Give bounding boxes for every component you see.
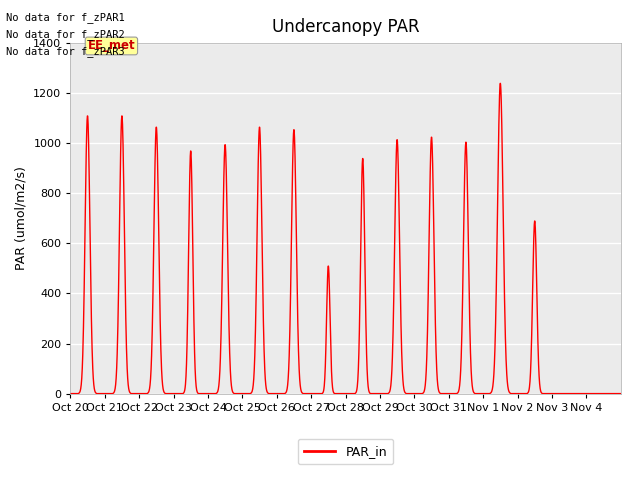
Text: No data for f_zPAR3: No data for f_zPAR3	[6, 46, 125, 57]
Text: No data for f_zPAR1: No data for f_zPAR1	[6, 12, 125, 23]
Text: No data for f_zPAR2: No data for f_zPAR2	[6, 29, 125, 40]
Legend: PAR_in: PAR_in	[298, 439, 394, 465]
Title: Undercanopy PAR: Undercanopy PAR	[272, 18, 419, 36]
Text: EE_met: EE_met	[88, 39, 135, 52]
Y-axis label: PAR (umol/m2/s): PAR (umol/m2/s)	[15, 167, 28, 270]
